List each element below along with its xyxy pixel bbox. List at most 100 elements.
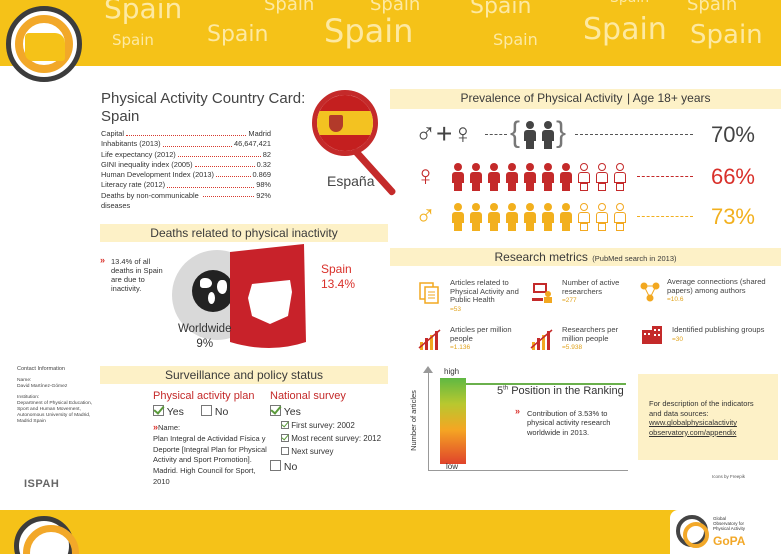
female-figure-filled-icon (523, 163, 537, 191)
male-figure-filled-icon (523, 203, 537, 231)
metric-value: =10.6 (667, 296, 684, 304)
next-survey: Next survey (281, 447, 333, 456)
description-box: For description of the indicators and da… (638, 374, 778, 460)
metric-label: Average connections (shared papers) amon… (667, 277, 766, 295)
female-figure-filled-icon (469, 163, 483, 191)
world-value: 9% (196, 338, 214, 350)
native-country-name: España (327, 173, 375, 189)
metric-value: =277 (562, 297, 577, 305)
survey-no: No (270, 460, 297, 473)
stat-value: 98% (256, 180, 271, 190)
metric-value: =1.136 (450, 344, 471, 352)
spain-pie-wedge (230, 244, 306, 348)
stat-label: Human Development Index (2013) (101, 170, 214, 180)
stat-value: 92% (256, 190, 271, 200)
stat-label: GINI inequality index (2005) (101, 159, 193, 169)
metric-value: =53 (450, 305, 462, 313)
next-survey-checkbox[interactable] (281, 447, 289, 455)
banner-watermark: Spain (493, 30, 538, 49)
survey-yes-label: Yes (283, 406, 301, 418)
first-survey: First survey: 2002 (281, 421, 355, 430)
metric-label: Articles per million people (450, 325, 512, 343)
survey-yes-checkbox[interactable] (270, 405, 281, 416)
publishing-groups-icon (642, 326, 662, 344)
survey-yes: Yes (270, 405, 301, 418)
stat-value: 0.869 (252, 170, 272, 180)
prevalence-value: 66% (710, 164, 755, 189)
female-figure-filled-icon (541, 163, 555, 191)
deaths-header: Deaths related to physical inactivity (100, 224, 388, 242)
top-banner: Spain Spain Spain Spain Spain Spain Spai… (0, 0, 781, 66)
research-header: Research metrics (PubMed search in 2013) (390, 248, 781, 266)
male-figure-filled-icon (487, 203, 501, 231)
ranking-position-line (466, 383, 626, 385)
bracket-icon: } (556, 116, 567, 149)
next-survey-label: Next survey (291, 447, 334, 456)
prevalence-subtitle: | Age 18+ years (627, 91, 711, 105)
ranking-low-label: low (446, 462, 459, 471)
stat-value: 46,647,421 (234, 139, 271, 149)
deaths-note: » 13.4% of all deaths in Spain are due t… (100, 256, 163, 294)
stat-row: Inhabitants (2013) 46,647,421 (101, 139, 271, 149)
contact-name-label: Name: (17, 378, 32, 383)
research-subtitle: (PubMed search in 2013) (592, 254, 677, 263)
plan-no-checkbox[interactable] (201, 405, 212, 416)
prevalence-row-male: ♂ 73% (415, 200, 775, 234)
first-survey-checkbox[interactable] (281, 421, 289, 429)
banner-watermark: Spain (690, 20, 763, 50)
female-figure-outline-icon (595, 163, 609, 191)
plan-name-text: Plan Integral de Actividad Física y Depo… (153, 433, 267, 486)
woman-icon (523, 121, 537, 149)
spain-death-share: Spain 13.4% (321, 262, 355, 292)
prevalence-value: 73% (710, 204, 755, 229)
banner-watermark: Spain (324, 12, 414, 50)
survey-no-checkbox[interactable] (270, 460, 281, 471)
metric-publishing-groups: Identified publishing groups =30 (672, 325, 772, 344)
plan-no: No (201, 405, 228, 418)
female-figure-filled-icon (487, 163, 501, 191)
metric-label: Researchers per million people (562, 325, 619, 343)
stat-row: GINI inequality index (2005) 0.32 (101, 160, 271, 170)
female-icon: ♀ (415, 160, 436, 191)
plan-yes-label: Yes (166, 406, 184, 418)
bottom-banner (0, 510, 781, 554)
ranking-axis (428, 372, 429, 470)
arrow-icon: » (153, 422, 159, 432)
plan-name: »Name: Plan Integral de Actividad Física… (153, 422, 273, 488)
stat-label: Literacy rate (2012) (101, 180, 166, 190)
metric-label: Number of active researchers (562, 278, 620, 296)
surveillance-title: Surveillance and policy status (164, 368, 324, 382)
male-figure-outline-icon (613, 203, 627, 231)
contact-info: Contact Information Name: David Martínez… (17, 366, 95, 425)
gopa-brand-logo: Global Observatory for Physical Activity… (670, 510, 781, 554)
ranking-position-suffix: th (503, 385, 509, 392)
ispah-logo: ISPAH (24, 478, 60, 490)
man-icon (541, 121, 555, 149)
male-figure-filled-icon (505, 203, 519, 231)
appendix-link[interactable]: www.globalphysicalactivity observatory.c… (649, 418, 737, 437)
banner-watermark: Spain (207, 22, 269, 47)
plan-yes-checkbox[interactable] (153, 405, 164, 416)
arrow-icon: » (515, 406, 521, 416)
prevalence-row-female: ♀ 66% (415, 160, 775, 194)
ranking-high-label: high (444, 367, 460, 376)
ranking-position-text: Position in the Ranking (511, 385, 624, 397)
ranking-gradient-bar (440, 378, 466, 464)
plan-yes: Yes (153, 405, 184, 418)
recent-survey: Most recent survey: 2012 (281, 434, 381, 443)
prevalence-row-all: ♂+♀ { } 70% (415, 116, 775, 152)
recent-survey-label: Most recent survey: 2012 (291, 434, 382, 443)
stat-label: Capital (101, 129, 125, 138)
banner-watermark: Spain (610, 0, 649, 6)
metric-articles-per-million: Articles per million people =1.136 (450, 325, 530, 353)
male-figure-filled-icon (559, 203, 573, 231)
male-figure-outline-icon (595, 203, 609, 231)
world-label: Worldwide (178, 323, 232, 335)
plan-name-label: Name: (158, 423, 181, 432)
ranking-axis-label: Number of articles (408, 390, 418, 451)
researcher-icon (532, 283, 552, 303)
metric-articles: Articles related to Physical Activity an… (450, 278, 530, 314)
ranking-contribution: » Contribution of 3.53% to physical acti… (515, 406, 617, 437)
recent-survey-checkbox[interactable] (281, 434, 289, 442)
magnifier-handle-icon (351, 147, 397, 197)
